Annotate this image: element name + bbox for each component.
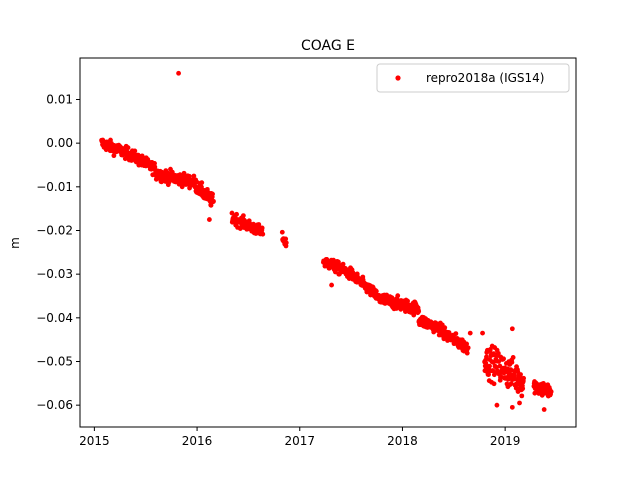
data-point [405,298,410,304]
data-point [521,375,527,381]
data-point [484,354,489,360]
data-point [494,402,500,408]
data-point [453,331,459,337]
data-point [483,360,489,366]
y-tick-label: −0.06 [36,398,73,412]
data-point [234,211,240,217]
data-point [520,386,526,391]
data-point [509,359,515,365]
legend-label: repro2018a (IGS14) [426,71,544,85]
data-point [464,350,470,356]
data-point [331,257,336,263]
data-point [518,372,523,377]
data-point [541,407,547,412]
legend-marker [395,75,401,81]
data-point [464,341,470,347]
data-point [199,180,205,186]
data-point [125,145,131,151]
data-point [501,356,506,362]
data-point [340,261,346,267]
data-point [260,231,266,237]
data-point [486,372,492,377]
legend-box [376,63,570,93]
data-point [480,330,485,336]
data-point [210,191,215,197]
data-point [509,326,515,332]
y-tick-label: 0.00 [46,136,73,150]
data-point [519,393,525,399]
y-tick-label: 0.01 [46,92,73,106]
data-point [490,368,496,374]
data-point [259,225,265,231]
y-axis-label: m [8,237,22,249]
x-tick-label: 2016 [182,434,213,448]
data-point [509,404,515,410]
data-point [495,350,501,356]
y-tick-label: −0.01 [36,180,73,194]
y-tick-label: −0.02 [36,223,73,237]
data-point [283,240,289,246]
chart-title: COAG E [301,38,355,54]
data-point [208,202,214,208]
data-point [283,236,289,242]
x-tick-label: 2018 [387,434,418,448]
data-point [373,288,379,294]
data-point [465,345,471,351]
data-point [176,70,181,76]
axis-ticks: 2015 2016 2017 2018 2019 0.01 0.00 −0.01 −0.02 −0… [36,92,520,448]
data-point [329,282,334,288]
data-point [191,173,197,179]
data-point [240,213,246,218]
data-point [508,367,514,373]
data-point [517,400,522,406]
y-tick-label: −0.03 [36,267,73,281]
x-tick-label: 2017 [284,434,315,448]
data-point [111,153,117,159]
plot-area-frame [79,57,577,428]
data-point [395,293,401,299]
legend: repro2018a (IGS14) [376,63,570,93]
data-point [467,330,473,336]
data-point [256,222,262,227]
data-point [510,355,516,360]
data-point [508,381,514,387]
data-point [132,148,138,154]
data-point [279,229,285,235]
data-point [229,210,235,216]
data-point [442,325,448,331]
data-point [487,363,492,369]
y-tick-label: −0.04 [36,311,73,325]
data-point [152,161,157,166]
data-point [416,309,422,314]
data-point [211,198,216,204]
x-tick-label: 2015 [79,434,110,448]
x-tick-label: 2019 [490,434,521,448]
data-point [548,389,554,394]
data-point [491,381,497,387]
y-tick-label: −0.05 [36,354,73,368]
data-point [206,217,212,222]
data-points [99,70,554,412]
data-point [389,295,395,301]
